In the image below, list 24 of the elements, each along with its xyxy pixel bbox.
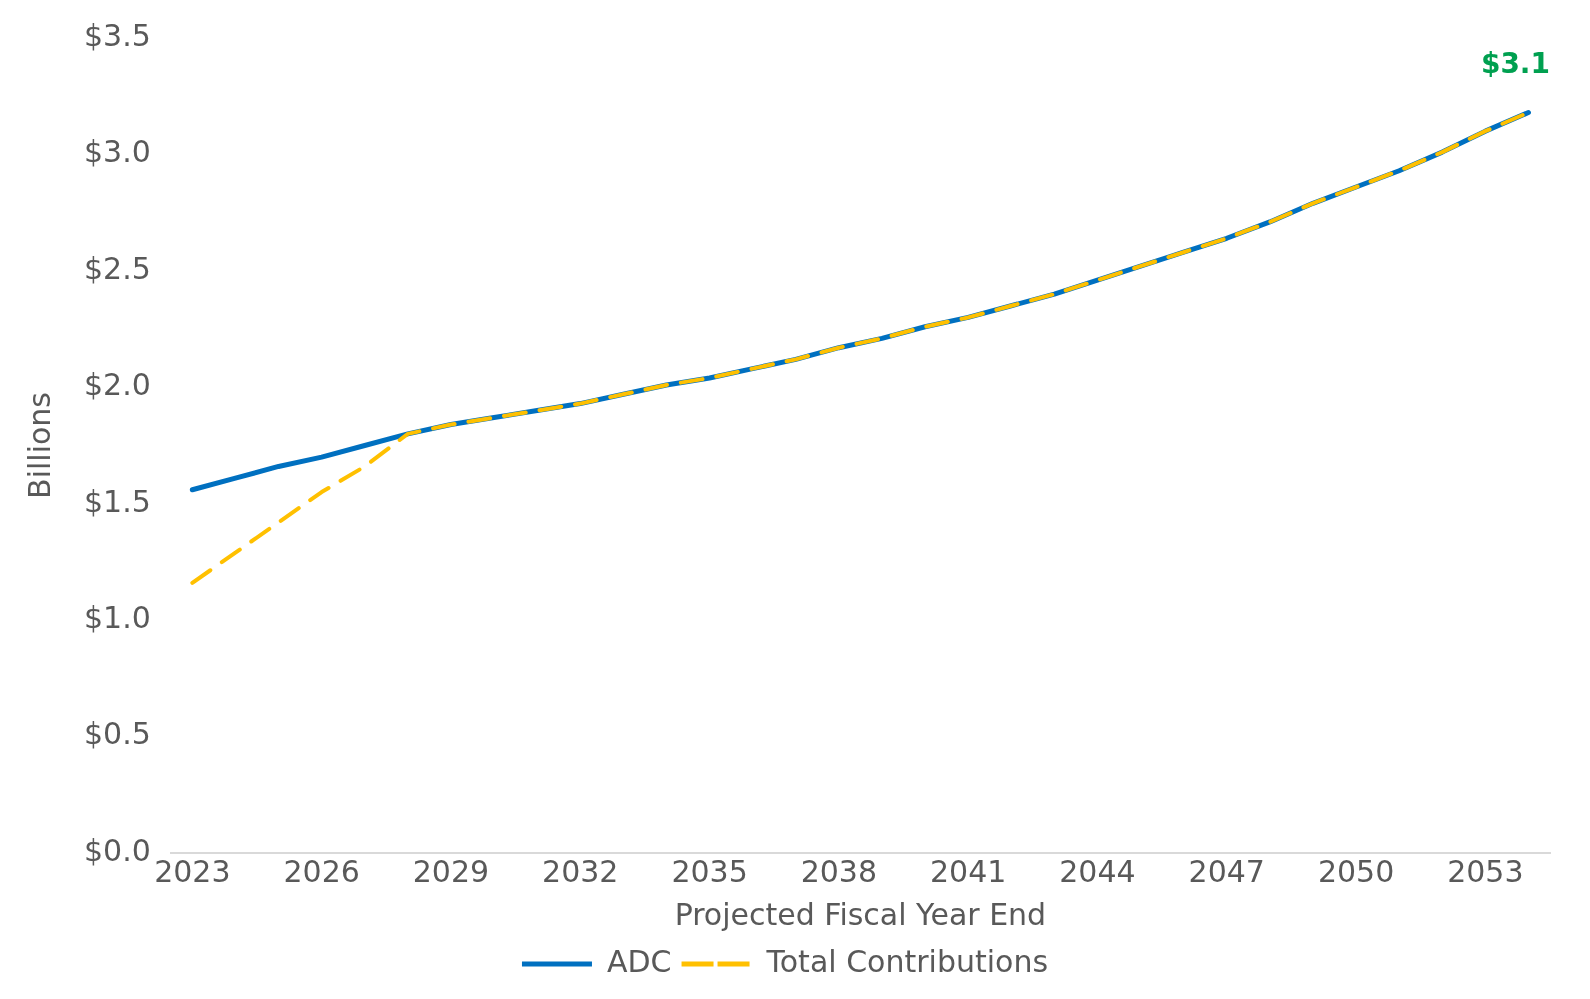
x-tick-label: 2050 bbox=[1317, 853, 1395, 889]
x-axis-title: Projected Fiscal Year End bbox=[674, 896, 1047, 932]
x-tick-label: 2038 bbox=[800, 853, 878, 889]
y-tick-label: $1.5 bbox=[84, 483, 151, 519]
y-tick-label: $3.5 bbox=[84, 17, 151, 53]
legend-label: ADC bbox=[606, 943, 672, 979]
x-tick-label: 2023 bbox=[154, 853, 231, 889]
legend-label: Total Contributions bbox=[765, 943, 1049, 979]
x-tick-label: 2029 bbox=[412, 853, 490, 889]
x-tick-label: 2032 bbox=[542, 853, 619, 889]
y-axis-title: Billions bbox=[21, 392, 57, 499]
y-tick-label: $2.5 bbox=[84, 250, 151, 286]
x-tick-label: 2035 bbox=[671, 853, 748, 889]
y-tick-label: $0.5 bbox=[84, 716, 151, 752]
x-tick-label: 2053 bbox=[1447, 853, 1524, 889]
x-tick-label: 2041 bbox=[929, 853, 1007, 889]
annotation: $3.1 bbox=[1480, 47, 1550, 81]
y-tick-label: $3.0 bbox=[84, 134, 151, 170]
y-tick-label: $2.0 bbox=[84, 367, 151, 403]
y-tick-label: $1.0 bbox=[84, 599, 151, 635]
x-tick-label: 2047 bbox=[1188, 853, 1265, 889]
x-tick-label: 2044 bbox=[1059, 853, 1136, 889]
y-tick-label: $0.0 bbox=[84, 832, 151, 868]
x-tick-label: 2026 bbox=[283, 853, 360, 889]
